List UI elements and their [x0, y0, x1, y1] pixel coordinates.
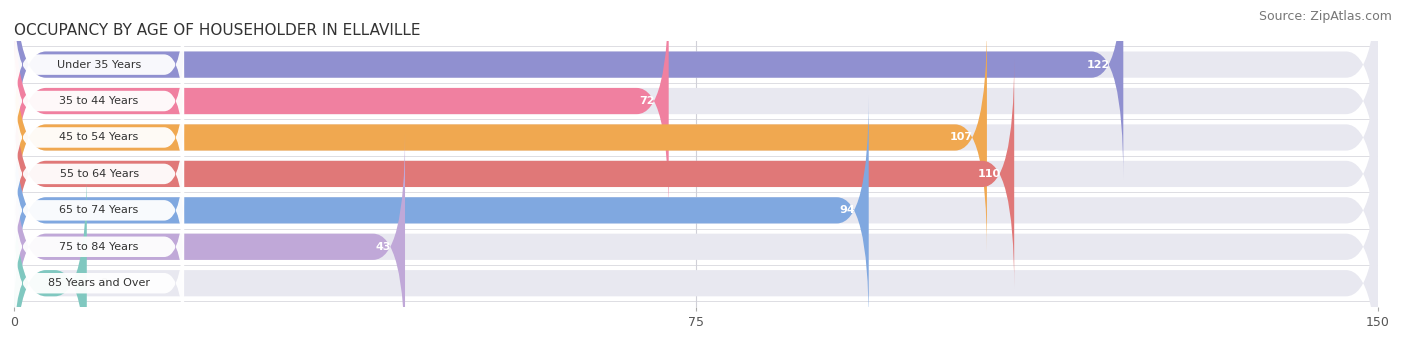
Text: 85 Years and Over: 85 Years and Over — [48, 278, 150, 288]
FancyBboxPatch shape — [14, 140, 184, 280]
FancyBboxPatch shape — [14, 96, 1378, 325]
FancyBboxPatch shape — [14, 169, 1378, 341]
FancyBboxPatch shape — [14, 169, 87, 341]
Text: Under 35 Years: Under 35 Years — [58, 60, 141, 70]
FancyBboxPatch shape — [14, 0, 1378, 179]
FancyBboxPatch shape — [14, 23, 987, 252]
Text: 35 to 44 Years: 35 to 44 Years — [59, 96, 139, 106]
Text: 45 to 54 Years: 45 to 54 Years — [59, 132, 139, 143]
Text: 8: 8 — [100, 278, 108, 288]
Text: 72: 72 — [640, 96, 655, 106]
Text: 75 to 84 Years: 75 to 84 Years — [59, 242, 139, 252]
FancyBboxPatch shape — [14, 59, 1014, 288]
Text: 122: 122 — [1087, 60, 1109, 70]
FancyBboxPatch shape — [14, 0, 184, 135]
Text: 55 to 64 Years: 55 to 64 Years — [59, 169, 139, 179]
FancyBboxPatch shape — [14, 96, 869, 325]
FancyBboxPatch shape — [14, 132, 405, 341]
FancyBboxPatch shape — [14, 132, 1378, 341]
Text: 43: 43 — [375, 242, 391, 252]
Text: 65 to 74 Years: 65 to 74 Years — [59, 205, 139, 216]
FancyBboxPatch shape — [14, 23, 1378, 252]
Text: 107: 107 — [950, 132, 973, 143]
FancyBboxPatch shape — [14, 68, 184, 207]
FancyBboxPatch shape — [14, 59, 1378, 288]
Text: 110: 110 — [977, 169, 1001, 179]
FancyBboxPatch shape — [14, 104, 184, 244]
FancyBboxPatch shape — [14, 213, 184, 341]
FancyBboxPatch shape — [14, 0, 1123, 179]
Text: 94: 94 — [839, 205, 855, 216]
FancyBboxPatch shape — [14, 31, 184, 171]
FancyBboxPatch shape — [14, 0, 669, 216]
Text: OCCUPANCY BY AGE OF HOUSEHOLDER IN ELLAVILLE: OCCUPANCY BY AGE OF HOUSEHOLDER IN ELLAV… — [14, 23, 420, 38]
FancyBboxPatch shape — [14, 177, 184, 317]
Text: Source: ZipAtlas.com: Source: ZipAtlas.com — [1258, 10, 1392, 23]
FancyBboxPatch shape — [14, 0, 1378, 216]
